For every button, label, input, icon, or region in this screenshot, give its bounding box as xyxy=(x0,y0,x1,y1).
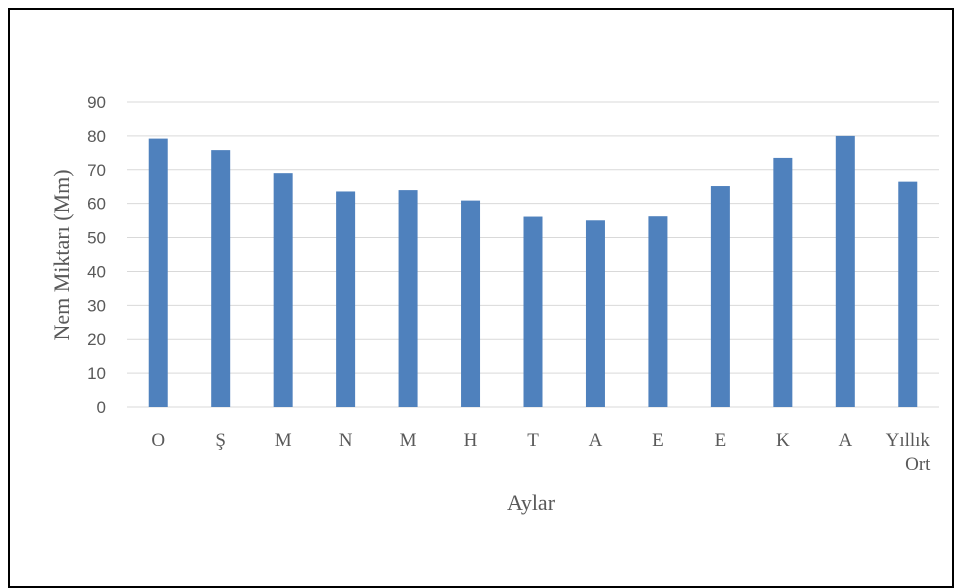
bar xyxy=(710,186,730,407)
bar xyxy=(523,216,543,407)
x-tick-label: A xyxy=(589,430,603,451)
bar xyxy=(336,191,356,407)
x-axis-title: Aylar xyxy=(507,490,556,515)
y-tick-label: 60 xyxy=(87,195,106,214)
y-tick-label: 0 xyxy=(97,398,106,417)
x-tick-label: N xyxy=(339,430,353,451)
y-tick-label: 20 xyxy=(87,330,106,349)
y-tick-label: 80 xyxy=(87,127,106,146)
x-tick-label: O xyxy=(151,430,165,451)
y-tick-label: 10 xyxy=(87,364,106,383)
bar xyxy=(585,220,605,407)
x-tick-label: Yıllık Ort xyxy=(886,430,932,475)
bar xyxy=(211,150,231,407)
x-tick-label: Ş xyxy=(215,430,226,451)
y-tick-label: 30 xyxy=(87,296,106,315)
bar xyxy=(648,216,668,407)
x-tick-label: E xyxy=(652,430,664,451)
y-tick-label: 90 xyxy=(87,93,106,112)
x-tick-label: K xyxy=(776,430,790,451)
x-tick-label: E xyxy=(715,430,727,451)
x-tick-label: M xyxy=(400,430,417,451)
bar xyxy=(148,138,168,407)
x-tick-label: M xyxy=(275,430,292,451)
bar xyxy=(898,181,918,407)
y-axis-title: Nem Miktarı (Mm) xyxy=(49,169,74,340)
x-tick-label: T xyxy=(527,430,539,451)
bar xyxy=(398,190,418,407)
y-tick-label: 50 xyxy=(87,229,106,248)
bar xyxy=(773,157,793,407)
x-tick-label: H xyxy=(464,430,478,451)
bar xyxy=(273,173,293,407)
y-tick-label: 70 xyxy=(87,161,106,180)
x-tick-label: A xyxy=(838,430,852,451)
bar xyxy=(461,200,481,407)
bar xyxy=(835,135,855,407)
y-tick-label: 40 xyxy=(87,262,106,281)
